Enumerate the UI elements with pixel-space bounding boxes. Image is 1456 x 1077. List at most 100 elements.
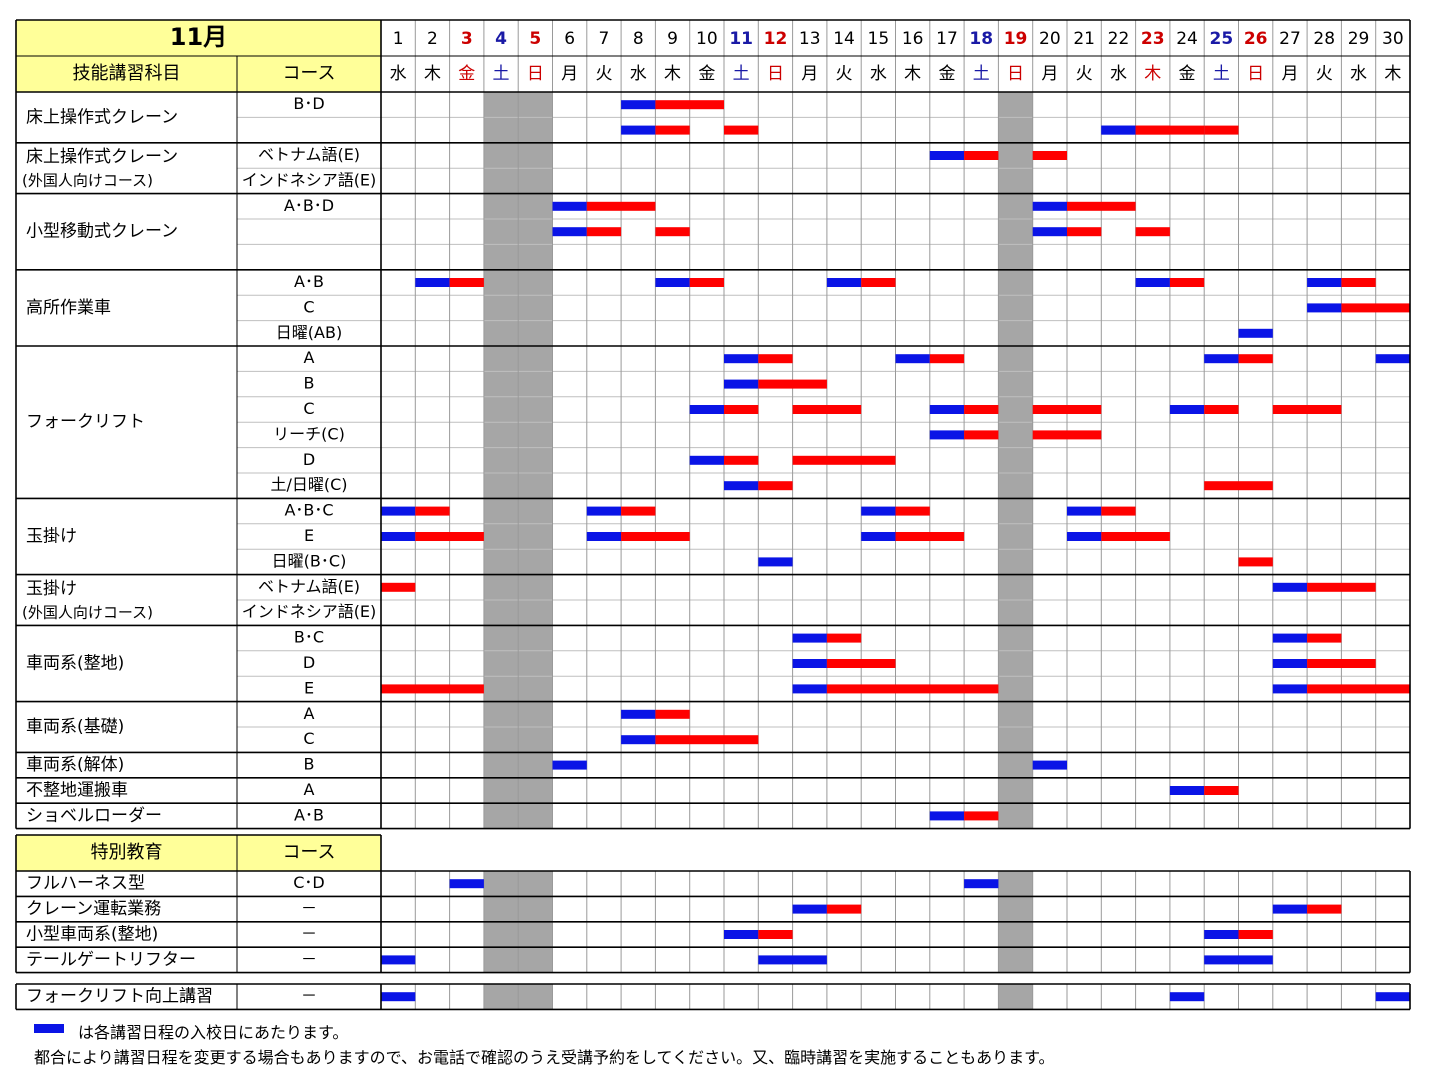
day-number: 28 [1313,29,1335,49]
session-day-bar [415,506,450,516]
subject-name: 不整地運搬車 [26,781,128,801]
entry-day-bar [1272,582,1308,592]
session-day-bar [621,532,690,541]
subject-subname: (外国人向けコース) [22,604,153,622]
entry-day-bar [1238,328,1273,338]
session-day-bar [724,455,759,465]
entry-day-bar [964,879,999,889]
session-day-bar [1067,201,1136,211]
entry-day-bar [1169,405,1205,414]
entry-day-bar [929,430,965,440]
weekday-label: 水 [630,64,647,84]
closed-day-shade [483,984,519,1010]
day-number: 4 [495,29,507,49]
weekday-label: 火 [836,64,853,84]
session-day-bar [758,354,793,364]
weekday-label: 月 [1041,64,1058,84]
session-day-bar [792,455,896,465]
entry-day-bar [1204,354,1239,364]
entry-day-bar [381,992,416,1002]
special-header-background [16,835,381,871]
day-number: 19 [1004,29,1028,49]
session-day-bar [1238,557,1273,567]
weekday-label: 木 [664,64,681,84]
course-label: C [303,399,314,418]
weekday-label: 火 [1076,64,1093,84]
session-day-bar [758,481,793,491]
session-day-bar [381,582,416,592]
day-number: 3 [461,29,473,49]
weekday-label: 月 [801,64,818,84]
session-day-bar [724,405,759,414]
special-header: 特別教育 [91,842,163,863]
session-day-bar [1307,684,1410,694]
course-label: D [303,653,315,672]
day-number: 13 [799,29,821,49]
weekday-label: 金 [938,64,955,84]
session-day-bar [1067,227,1102,237]
special-subject-name: テールゲートリフター [26,950,196,970]
course-label: A･B [294,805,324,824]
entry-day-bar [1032,227,1067,237]
session-day-bar [895,532,965,541]
course-label: リーチ(C) [273,424,345,443]
entry-day-bar [449,879,484,889]
session-day-bar [655,709,690,719]
session-day-bar [758,930,793,939]
day-number: 24 [1176,29,1198,49]
session-day-bar [826,633,862,643]
weekday-label: 日 [527,64,544,84]
entry-day-bar [655,278,690,287]
course-label: インドネシア語(E) [242,602,377,621]
month-title: 11月 [170,23,227,51]
closed-day-shade [483,92,519,829]
entry-day-bar [1375,354,1410,364]
course-label: A･B･D [284,196,334,215]
course-label: B･D [293,94,324,113]
weekday-label: 月 [1281,64,1298,84]
day-number: 8 [633,29,644,49]
course-label: E [304,678,314,697]
day-number: 1 [393,29,404,49]
day-number: 18 [969,29,993,49]
course-label: － [301,949,317,968]
day-number: 12 [764,29,788,49]
weekday-label: 日 [767,64,784,84]
subject-name: 床上操作式クレーン [26,107,178,127]
course-label: A･B･C [284,501,333,520]
disclaimer-text: 都合により講習日程を変更する場合もありますので、お電話で確認のうえ受講予約をして… [34,1048,1055,1067]
entry-day-bar [724,481,759,491]
day-number: 30 [1382,29,1404,49]
session-day-bar [964,151,999,160]
entry-day-bar [724,930,759,939]
course-label: E [304,526,314,545]
legend-text: は各講習日程の入校日にあたります。 [78,1023,349,1042]
weekday-label: 日 [1247,64,1264,84]
entry-day-bar [1135,278,1170,287]
session-day-bar [792,405,862,414]
subject-name: フォークリフト [26,412,145,432]
entry-day-bar [621,735,656,745]
session-day-bar [655,125,690,135]
course-label: A･B [294,272,324,291]
course-label: 土/日曜(C) [270,475,347,494]
subject-name: ショベルローダー [26,806,162,826]
session-day-bar [861,278,896,287]
subject-name: 玉掛け [26,527,77,547]
session-day-bar [964,811,999,821]
entry-day-bar [929,811,965,821]
subject-name: 玉掛け [26,579,77,599]
day-number: 27 [1279,29,1301,49]
session-day-bar [1032,430,1102,440]
entry-day-bar [792,633,827,643]
day-number: 14 [833,29,855,49]
session-day-bar [1307,582,1376,592]
closed-day-shade [998,984,1033,1010]
session-day-bar [1169,278,1205,287]
weekday-label: 火 [595,64,612,84]
entry-day-bar [621,709,656,719]
entry-day-bar [1375,992,1410,1002]
entry-day-bar [1272,633,1308,643]
entry-day-bar [1307,278,1342,287]
